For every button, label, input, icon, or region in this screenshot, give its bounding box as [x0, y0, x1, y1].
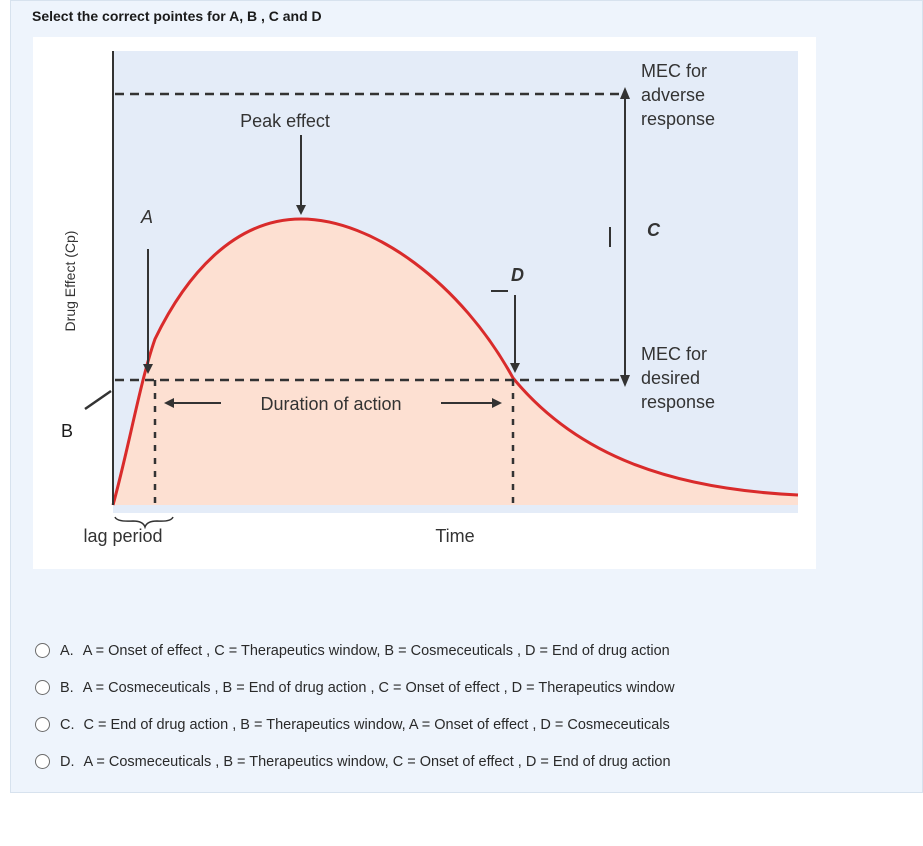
option-text: A = Cosmeceuticals , B = End of drug act… — [82, 679, 675, 696]
label-a: A — [140, 207, 153, 227]
option-letter: B. — [60, 679, 74, 696]
mec-desired-label: MEC for desired response — [641, 344, 715, 412]
arrow-up-icon — [620, 87, 630, 99]
b-label-box — [33, 415, 99, 493]
b-pointer-line — [84, 389, 112, 411]
drug-effect-diagram: Drug Effect (Cp) Peak effect Duration of… — [33, 37, 816, 569]
radio-button[interactable] — [35, 680, 50, 695]
radio-button[interactable] — [35, 643, 50, 658]
mec-adverse-label: MEC for adverse response — [641, 61, 715, 129]
label-b: B — [61, 421, 73, 441]
lag-period-label: lag period — [83, 526, 162, 546]
option-letter: A. — [60, 642, 74, 659]
answer-options: A. A = Onset of effect , C = Therapeutic… — [35, 632, 675, 780]
option-text: A = Cosmeceuticals , B = Therapeutics wi… — [83, 753, 671, 770]
option-letter: C. — [60, 716, 75, 733]
question-text: Select the correct pointes for A, B , C … — [32, 8, 322, 24]
y-axis-label: Drug Effect (Cp) — [62, 231, 78, 332]
radio-button[interactable] — [35, 754, 50, 769]
lag-bracket — [114, 516, 174, 530]
time-label: Time — [435, 526, 474, 546]
label-c: C — [647, 220, 661, 240]
option-d[interactable]: D. A = Cosmeceuticals , B = Therapeutics… — [35, 743, 675, 780]
peak-effect-label: Peak effect — [240, 111, 330, 131]
arrow-down-icon — [620, 375, 630, 387]
option-a[interactable]: A. A = Onset of effect , C = Therapeutic… — [35, 632, 675, 669]
option-letter: D. — [60, 753, 75, 770]
label-d: D — [511, 265, 524, 285]
curve-fill — [113, 219, 798, 505]
option-text: A = Onset of effect , C = Therapeutics w… — [82, 642, 670, 659]
option-text: C = End of drug action , B = Therapeutic… — [83, 716, 670, 733]
option-b[interactable]: B. A = Cosmeceuticals , B = End of drug … — [35, 669, 675, 706]
radio-button[interactable] — [35, 717, 50, 732]
duration-label: Duration of action — [260, 394, 401, 414]
drug-effect-figure: Drug Effect (Cp) Peak effect Duration of… — [33, 37, 816, 569]
option-c[interactable]: C. C = End of drug action , B = Therapeu… — [35, 706, 675, 743]
